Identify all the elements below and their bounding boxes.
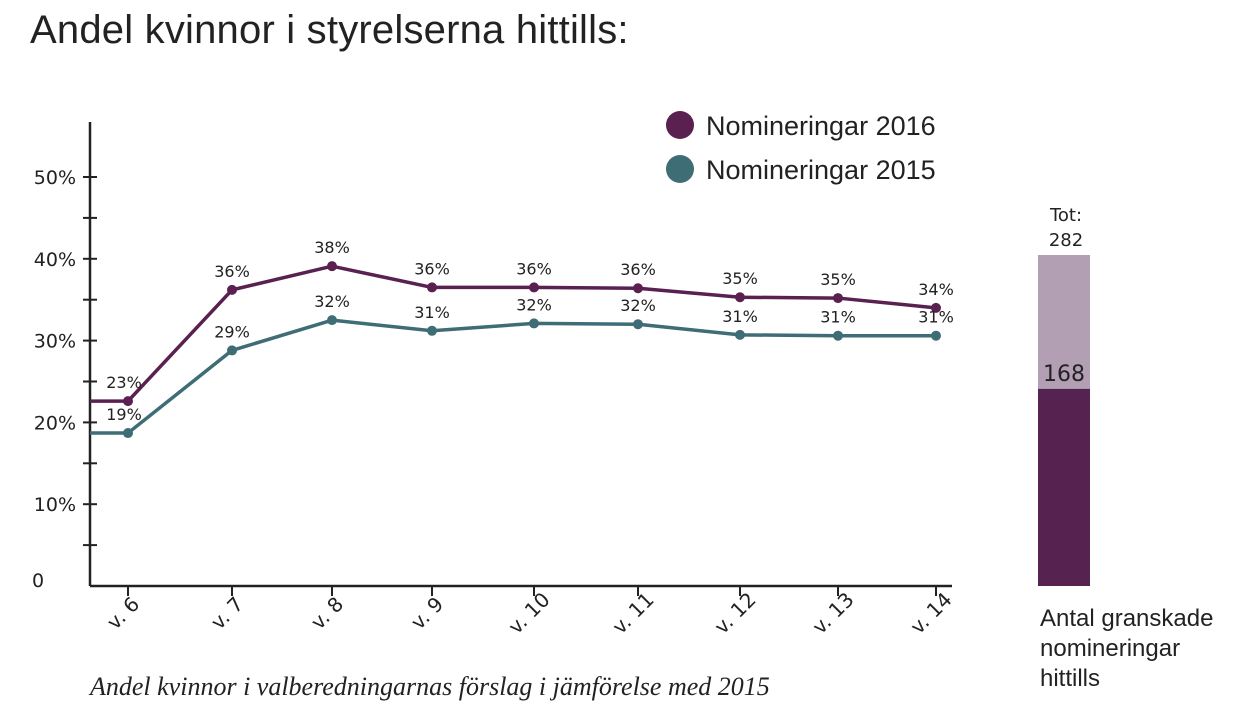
axes: 0 10% 20% 30% 40% 50% v. 6 v. 7 v. 8 v. 9 v. 10 v. … bbox=[32, 122, 957, 639]
data-label: 36% bbox=[214, 262, 250, 281]
y-tick-label: 30% bbox=[34, 331, 76, 353]
data-point bbox=[833, 293, 843, 304]
value-bar bbox=[1038, 388, 1090, 586]
data-label: 38% bbox=[314, 238, 350, 257]
data-label: 19% bbox=[106, 405, 142, 424]
data-label: 29% bbox=[214, 322, 250, 341]
data-point bbox=[833, 330, 843, 341]
data-point bbox=[633, 283, 643, 294]
legend: Nomineringar 2016 Nomineringar 2015 bbox=[666, 111, 936, 185]
data-point bbox=[427, 325, 437, 336]
x-tick-label: v. 12 bbox=[709, 587, 760, 638]
data-point bbox=[327, 315, 337, 326]
data-label: 32% bbox=[314, 292, 350, 311]
side-bar: Tot: 282 168 Antal granskade nomineringar hit… bbox=[1038, 205, 1213, 692]
data-label: 31% bbox=[918, 308, 954, 327]
legend-marker bbox=[666, 155, 694, 183]
series-line bbox=[90, 264, 937, 403]
total-label: Tot: bbox=[1049, 205, 1082, 226]
data-label: 36% bbox=[620, 260, 656, 279]
data-label: 36% bbox=[516, 259, 552, 278]
series-2016: 23% 36% 38% 36% 36% 36% 35% 35% 34% bbox=[90, 238, 954, 407]
x-tick-label: v. 13 bbox=[807, 587, 858, 638]
legend-label: Nomineringar 2015 bbox=[706, 155, 936, 185]
data-point bbox=[735, 292, 745, 303]
y-tick-label: 10% bbox=[34, 494, 76, 516]
data-point bbox=[123, 428, 133, 439]
data-point bbox=[529, 282, 539, 293]
data-point bbox=[227, 284, 237, 295]
chart-title: Andel kvinnor i styrelserna hittills: bbox=[30, 8, 629, 52]
data-label: 31% bbox=[820, 308, 856, 327]
data-label: 35% bbox=[820, 270, 856, 289]
x-tick-label: v. 7 bbox=[206, 592, 248, 634]
series-group: 23% 36% 38% 36% 36% 36% 35% 35% 34% 19% 29% 32% 31% 3… bbox=[90, 238, 954, 439]
total-bar bbox=[1038, 255, 1090, 389]
x-tick-label: v. 9 bbox=[406, 592, 448, 634]
data-label: 35% bbox=[722, 269, 758, 288]
y-tick-label: 20% bbox=[34, 412, 76, 434]
chart-caption: Andel kvinnor i valberedningarnas försla… bbox=[90, 672, 770, 701]
y-tick-label: 0 bbox=[32, 570, 44, 592]
data-label: 31% bbox=[414, 303, 450, 322]
data-label: 36% bbox=[414, 259, 450, 278]
y-tick-label: 40% bbox=[34, 249, 76, 271]
y-tick-label: 50% bbox=[34, 167, 76, 189]
x-tick-label: v. 11 bbox=[607, 587, 658, 638]
data-point bbox=[427, 282, 437, 293]
data-label: 32% bbox=[516, 295, 552, 314]
data-label: 31% bbox=[722, 307, 758, 326]
data-point bbox=[931, 302, 941, 313]
data-label: 32% bbox=[620, 296, 656, 315]
side-bar-caption: nomineringar bbox=[1040, 635, 1180, 662]
series-2015: 19% 29% 32% 31% 32% 32% 31% 31% 31% bbox=[90, 292, 954, 439]
data-point bbox=[327, 261, 337, 272]
data-point bbox=[735, 329, 745, 340]
data-point bbox=[931, 330, 941, 341]
total-value: 282 bbox=[1049, 230, 1083, 251]
data-point bbox=[529, 318, 539, 329]
x-tick-label: v. 8 bbox=[306, 592, 348, 634]
legend-label: Nomineringar 2016 bbox=[706, 111, 936, 141]
data-point bbox=[633, 319, 643, 330]
x-tick-label: v. 14 bbox=[905, 587, 956, 638]
side-bar-caption: hittills bbox=[1040, 665, 1100, 692]
series-line bbox=[90, 318, 936, 435]
legend-marker bbox=[666, 111, 694, 139]
value-label: 168 bbox=[1043, 362, 1085, 387]
data-label: 34% bbox=[918, 280, 954, 299]
x-tick-label: v. 6 bbox=[102, 592, 144, 634]
side-bar-caption: Antal granskade bbox=[1040, 605, 1213, 632]
data-label: 23% bbox=[106, 373, 142, 392]
data-point bbox=[123, 396, 133, 407]
data-point bbox=[227, 345, 237, 356]
x-tick-label: v. 10 bbox=[503, 587, 554, 638]
